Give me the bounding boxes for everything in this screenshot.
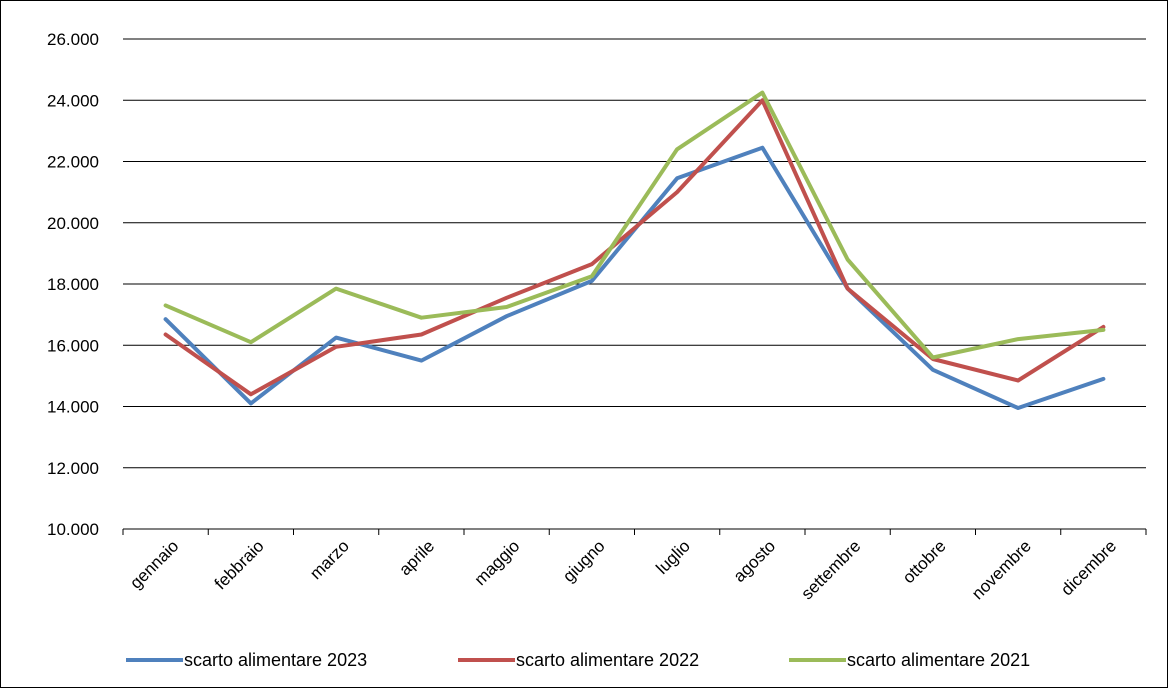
y-tick-label: 12.000 [47, 459, 99, 478]
x-tick-label: ottobre [899, 536, 950, 587]
y-tick-label: 18.000 [47, 275, 99, 294]
y-axis-ticks: 10.000 12.000 14.000 16.000 18.000 20.000 22.0… [47, 30, 99, 539]
x-tick-label: settembre [798, 536, 865, 603]
legend: scarto alimentare 2023 scarto alimentare … [126, 650, 1030, 670]
x-tick-label: febbraio [211, 536, 268, 593]
x-tick-label: marzo [306, 536, 353, 583]
x-tick-label: giugno [559, 536, 609, 586]
x-axis [122, 529, 1147, 535]
series-lines [163, 90, 1106, 410]
y-tick-label: 20.000 [47, 214, 99, 233]
legend-label: scarto alimentare 2021 [847, 650, 1030, 670]
y-tick-label: 10.000 [47, 520, 99, 539]
y-tick-label: 16.000 [47, 336, 99, 355]
y-tick-label: 26.000 [47, 30, 99, 49]
x-tick-label: luglio [652, 536, 694, 578]
y-tick-label: 14.000 [47, 398, 99, 417]
gridlines [123, 38, 1146, 530]
x-tick-label: gennaio [126, 536, 182, 592]
legend-label: scarto alimentare 2023 [184, 650, 367, 670]
series-line [163, 98, 1106, 397]
x-tick-label: novembre [968, 536, 1035, 603]
x-tick-label: aprile [395, 536, 438, 579]
y-tick-label: 22.000 [47, 153, 99, 172]
series-line [163, 90, 1106, 360]
x-tick-label: agosto [730, 536, 780, 586]
legend-label: scarto alimentare 2022 [516, 650, 699, 670]
x-tick-label: maggio [471, 536, 524, 589]
y-tick-label: 24.000 [47, 91, 99, 110]
x-tick-label: dicembre [1057, 536, 1120, 599]
series-line [163, 145, 1106, 410]
x-axis-ticks: gennaio febbraio marzo aprile maggio giugno lu… [126, 536, 1120, 603]
